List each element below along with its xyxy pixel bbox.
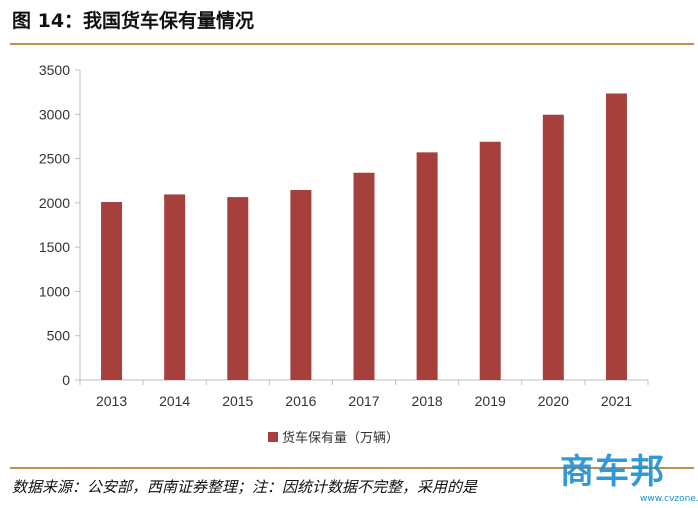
y-tick-label: 2000 xyxy=(39,195,70,211)
chart-title: 图 14：我国货车保有量情况 xyxy=(12,10,255,32)
x-tick-label: 2016 xyxy=(285,393,316,409)
bar-2014 xyxy=(164,194,186,380)
bar-chart: 0 500 1000 1500 2000 2500 3000 3500 2013 2014 2015… xyxy=(39,62,649,446)
x-tick-label: 2020 xyxy=(538,393,569,409)
source-note: 数据来源：公安部，西南证券整理；注：因统计数据不完整，采用的是 xyxy=(12,478,478,496)
watermark-logo: 商车邦 xyxy=(560,452,665,492)
bar-2018 xyxy=(416,152,438,380)
x-tick-label: 2015 xyxy=(222,393,253,409)
legend-label: 货车保有量（万辆） xyxy=(282,430,399,446)
y-tick-label: 500 xyxy=(47,328,71,344)
x-tick-label: 2021 xyxy=(601,393,632,409)
bar-2015 xyxy=(227,197,249,380)
x-tick-label: 2017 xyxy=(348,393,379,409)
bar-2016 xyxy=(290,190,312,380)
title-divider xyxy=(10,43,694,45)
y-tick-label: 1500 xyxy=(39,239,70,255)
watermark-url: www.cvzone.com.cn xyxy=(640,494,698,504)
y-tick-label: 1000 xyxy=(39,283,70,299)
footer-divider xyxy=(10,467,694,469)
bar-2017 xyxy=(353,172,375,380)
legend-swatch xyxy=(268,432,278,442)
y-tick-label: 3000 xyxy=(39,106,70,122)
x-tick-label: 2019 xyxy=(475,393,506,409)
bar-2013 xyxy=(101,201,123,380)
x-tick-label: 2014 xyxy=(159,393,190,409)
x-tick-label: 2018 xyxy=(412,393,443,409)
y-tick-label: 0 xyxy=(62,372,70,388)
bar-2019 xyxy=(479,141,501,380)
y-tick-label: 3500 xyxy=(39,62,70,78)
x-tick-label: 2013 xyxy=(96,393,127,409)
y-tick-label: 2500 xyxy=(39,151,70,167)
bar-2020 xyxy=(542,114,564,380)
bar-2021 xyxy=(605,93,627,380)
